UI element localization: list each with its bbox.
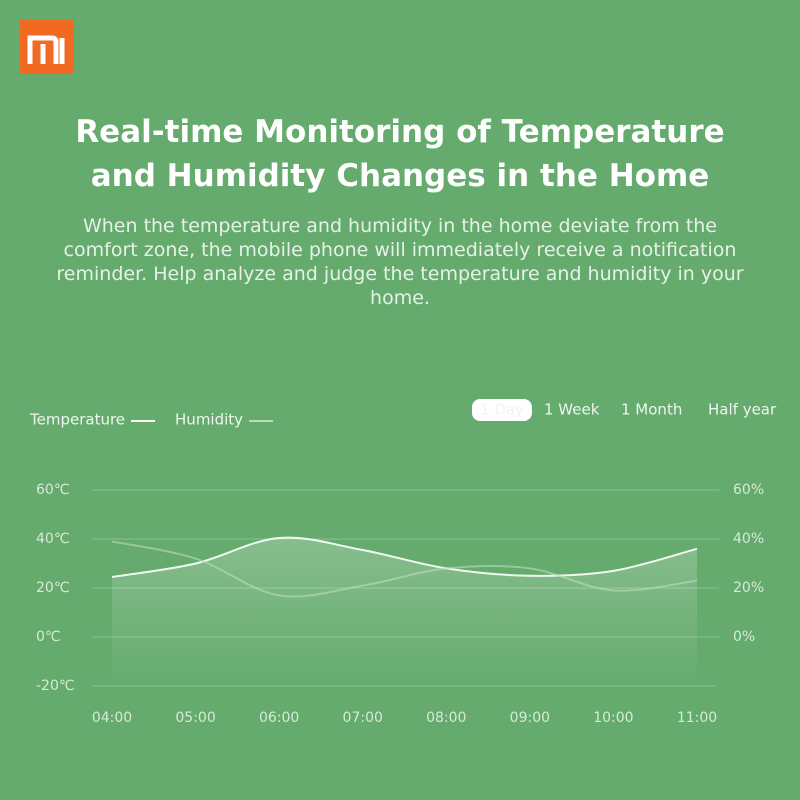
title: Real-time Monitoring of Temperature and … (75, 114, 725, 194)
x-tick-label: 04:00 (92, 710, 132, 726)
y2-tick-label: 0% (733, 629, 755, 645)
range-option[interactable]: Half year (708, 401, 777, 419)
y-tick-label: -20℃ (36, 678, 75, 694)
legend-label: Temperature (29, 411, 125, 429)
y-tick-label: 40℃ (36, 531, 70, 547)
x-tick-label: 07:00 (343, 710, 383, 726)
y-tick-label: 20℃ (36, 580, 70, 596)
series-area (112, 537, 697, 686)
logo-mark (27, 35, 65, 64)
legend-label: Humidity (175, 411, 243, 429)
x-tick-label: 10:00 (593, 710, 633, 726)
range-option[interactable]: 1 Month (621, 401, 682, 419)
range-option[interactable]: 1 Week (544, 401, 600, 419)
y2-tick-label: 40% (733, 531, 764, 547)
range-selected (472, 399, 532, 421)
y2-tick-label: 20% (733, 580, 764, 596)
x-tick-label: 06:00 (259, 710, 299, 726)
x-tick-label: 08:00 (426, 710, 466, 726)
x-tick-label: 09:00 (510, 710, 550, 726)
x-tick-label: 11:00 (677, 710, 717, 726)
x-tick-label: 05:00 (175, 710, 215, 726)
description: When the temperature and humidity in the… (56, 215, 744, 309)
y2-tick-label: 60% (733, 482, 764, 498)
y-tick-label: 60℃ (36, 482, 70, 498)
series-line (111, 540, 698, 598)
y-tick-label: 0℃ (36, 629, 61, 645)
range-option[interactable]: 1 Day (480, 401, 524, 419)
